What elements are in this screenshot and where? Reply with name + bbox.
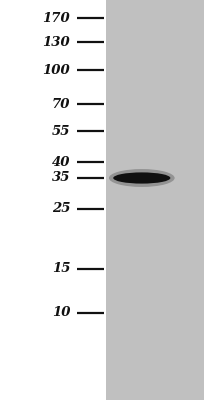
Text: 10: 10	[52, 306, 70, 319]
Text: 100: 100	[43, 64, 70, 76]
Ellipse shape	[113, 172, 170, 184]
Text: 70: 70	[52, 98, 70, 110]
Text: 35: 35	[52, 172, 70, 184]
Text: 130: 130	[43, 36, 70, 48]
Text: 25: 25	[52, 202, 70, 215]
Bar	[106, 0, 204, 400]
Text: 40: 40	[52, 156, 70, 168]
Text: 55: 55	[52, 125, 70, 138]
Text: 170: 170	[43, 12, 70, 24]
Ellipse shape	[109, 169, 175, 187]
Text: 15: 15	[52, 262, 70, 275]
